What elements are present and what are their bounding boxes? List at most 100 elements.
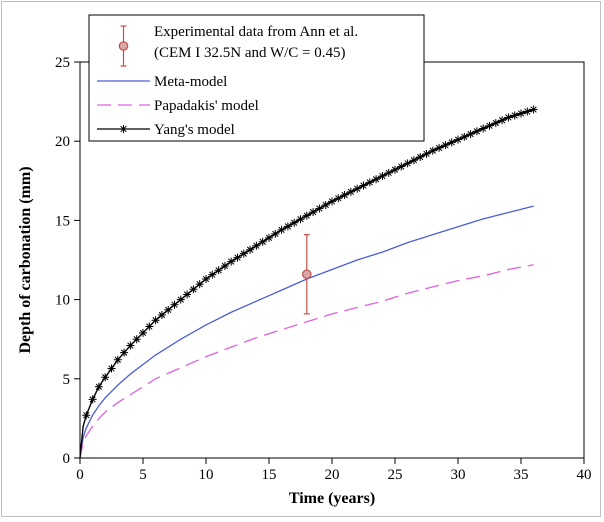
x-tick-label: 40 bbox=[577, 467, 592, 483]
yang-marker bbox=[435, 143, 444, 152]
yang-marker bbox=[183, 290, 192, 299]
yang-marker bbox=[107, 364, 116, 373]
legend-label-yang: Yang's model bbox=[154, 122, 235, 138]
yang-marker bbox=[132, 335, 141, 344]
yang-marker bbox=[214, 266, 223, 275]
x-tick-label: 0 bbox=[76, 467, 84, 483]
yang-marker bbox=[384, 168, 393, 177]
yang-marker bbox=[157, 311, 166, 320]
y-tick-label: 20 bbox=[55, 134, 70, 150]
yang-marker bbox=[340, 191, 349, 200]
x-tick-label: 15 bbox=[262, 467, 277, 483]
yang-marker bbox=[346, 187, 355, 196]
yang-marker bbox=[372, 175, 381, 184]
yang-marker bbox=[164, 305, 173, 314]
meta-series-line bbox=[79, 205, 534, 459]
yang-marker bbox=[485, 121, 494, 130]
yang-marker bbox=[378, 172, 387, 181]
yang-marker bbox=[145, 322, 154, 331]
yang-marker bbox=[491, 118, 500, 127]
yang-marker bbox=[365, 178, 374, 187]
yang-marker bbox=[353, 184, 362, 193]
x-tick-label: 30 bbox=[451, 467, 466, 483]
yang-marker bbox=[296, 215, 305, 224]
yang-marker bbox=[504, 113, 513, 122]
yang-marker bbox=[120, 348, 129, 357]
yang-marker bbox=[101, 373, 110, 382]
yang-marker bbox=[441, 141, 450, 150]
x-tick-label: 10 bbox=[199, 467, 214, 483]
legend-label-experimental: Experimental data from Ann et al. bbox=[154, 24, 358, 40]
yang-marker bbox=[258, 237, 267, 246]
yang-marker bbox=[82, 411, 91, 420]
yang-marker bbox=[510, 111, 519, 120]
yang-marker bbox=[428, 146, 437, 155]
yang-marker bbox=[208, 270, 217, 279]
yang-marker bbox=[309, 208, 318, 217]
legend-label-papadakis: Papadakis' model bbox=[154, 98, 259, 114]
yang-marker bbox=[523, 107, 532, 116]
x-tick-label: 25 bbox=[388, 467, 403, 483]
yang-marker bbox=[409, 156, 418, 165]
yang-marker bbox=[290, 218, 299, 227]
yang-marker bbox=[315, 204, 324, 213]
yang-marker bbox=[498, 116, 507, 125]
yang-marker bbox=[277, 225, 286, 234]
yang-marker bbox=[302, 211, 311, 220]
x-axis-label: Time (years) bbox=[289, 490, 375, 507]
yang-marker bbox=[176, 295, 185, 304]
yang-marker bbox=[246, 245, 255, 254]
y-axis-label: Depth of carbonation (mm) bbox=[17, 166, 34, 353]
yang-marker bbox=[220, 261, 229, 270]
legend-label-experimental: (CEM I 32.5N and W/C = 0.45) bbox=[154, 45, 346, 61]
yang-marker bbox=[151, 316, 160, 325]
yang-marker bbox=[195, 280, 204, 289]
yang-marker bbox=[334, 194, 343, 203]
yang-marker bbox=[252, 241, 261, 250]
y-tick-label: 0 bbox=[63, 451, 71, 467]
yang-marker bbox=[454, 135, 462, 144]
yang-marker bbox=[94, 382, 103, 391]
yang-marker bbox=[517, 109, 525, 118]
papadakis-series-line bbox=[79, 264, 534, 459]
yang-marker bbox=[170, 300, 179, 309]
experimental-point bbox=[301, 269, 312, 280]
yang-marker bbox=[479, 124, 488, 133]
x-tick-label: 20 bbox=[325, 467, 340, 483]
x-tick-label: 35 bbox=[514, 467, 529, 483]
x-tick-label: 5 bbox=[139, 467, 147, 483]
yang-marker bbox=[359, 181, 368, 190]
legend-box bbox=[88, 14, 425, 142]
yang-marker bbox=[391, 165, 399, 174]
legend-symbol-experimental-point bbox=[118, 41, 129, 51]
yang-marker bbox=[189, 285, 198, 294]
y-tick-label: 10 bbox=[55, 293, 70, 309]
yang-marker bbox=[472, 127, 481, 136]
yang-marker bbox=[422, 149, 431, 158]
yang-marker bbox=[202, 275, 210, 284]
yang-marker bbox=[529, 105, 538, 114]
yang-marker bbox=[113, 355, 122, 364]
yang-marker bbox=[239, 249, 248, 258]
yang-marker bbox=[328, 197, 336, 206]
legend-symbol-yang-marker bbox=[119, 125, 128, 133]
yang-marker bbox=[265, 233, 273, 242]
y-tick-label: 5 bbox=[63, 372, 71, 388]
yang-marker bbox=[283, 222, 292, 231]
yang-marker bbox=[397, 162, 406, 171]
yang-marker bbox=[416, 153, 425, 162]
legend: Experimental data from Ann et al. (CEM I … bbox=[88, 14, 425, 142]
yang-marker bbox=[227, 257, 236, 266]
yang-marker bbox=[233, 253, 242, 262]
yang-marker bbox=[88, 395, 97, 404]
yang-marker bbox=[447, 138, 456, 147]
yang-marker bbox=[126, 341, 135, 350]
yang-marker bbox=[321, 200, 330, 209]
y-tick-label: 15 bbox=[55, 213, 70, 229]
yang-marker bbox=[403, 159, 412, 168]
yang-marker bbox=[466, 130, 475, 139]
yang-marker bbox=[271, 229, 280, 238]
legend-label-meta: Meta-model bbox=[154, 74, 227, 90]
